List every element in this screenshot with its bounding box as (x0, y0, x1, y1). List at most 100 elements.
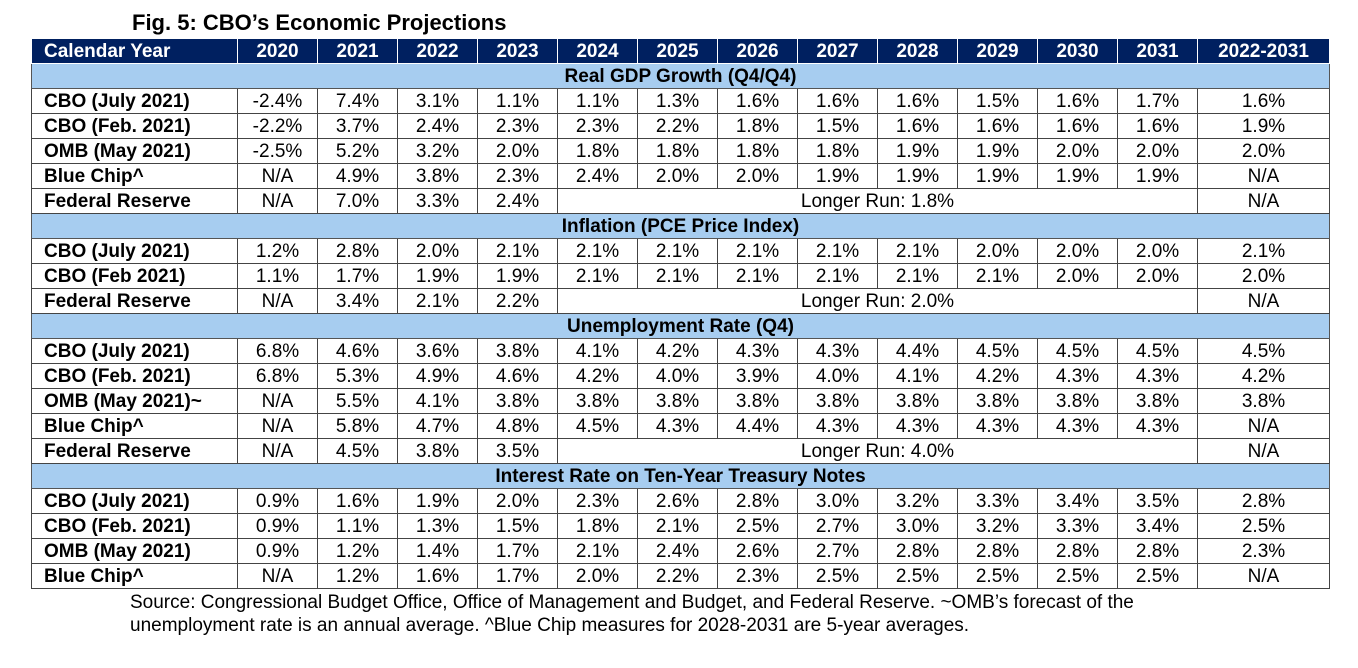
row-label: CBO (Feb. 2021) (31, 113, 238, 139)
value-cell: 2.7% (797, 513, 878, 539)
value-cell: 4.6% (477, 363, 558, 389)
value-cell: 1.8% (557, 138, 638, 164)
table-row: CBO (Feb. 2021) 6.8% 5.3% 4.9% 4.6% 4.2% 4.0% 3… (31, 363, 1330, 389)
section-header-row: Unemployment Rate (Q4) (31, 313, 1330, 339)
value-cell: 1.6% (397, 563, 478, 589)
value-cell: 3.8% (477, 388, 558, 414)
value-cell: 2.5% (797, 563, 878, 589)
table-body: Real GDP Growth (Q4/Q4) CBO (July 2021) -2… (31, 63, 1330, 589)
value-cell: 1.8% (637, 138, 718, 164)
table-row: CBO (Feb. 2021) -2.2% 3.7% 2.4% 2.3% 2.3% 2.2%… (31, 113, 1330, 139)
value-cell: 3.8% (1197, 388, 1330, 414)
value-cell: 3.9% (717, 363, 798, 389)
table-row: CBO (July 2021) 0.9% 1.6% 1.9% 2.0% 2.3% 2.6% 2… (31, 488, 1330, 514)
projections-table-container: Calendar Year 2020 2021 2022 2023 2024 2025 202… (31, 38, 1330, 589)
value-cell: 5.5% (317, 388, 398, 414)
value-cell: 1.9% (957, 163, 1038, 189)
value-cell: 1.8% (797, 138, 878, 164)
value-cell: 1.4% (397, 538, 478, 564)
value-cell: 3.8% (877, 388, 958, 414)
value-cell: 1.6% (1197, 88, 1330, 114)
value-cell: 1.9% (397, 488, 478, 514)
value-cell: 3.2% (957, 513, 1038, 539)
value-cell: 4.4% (877, 338, 958, 364)
value-cell: 2.5% (717, 513, 798, 539)
value-cell: 2.8% (317, 238, 398, 264)
value-cell: 1.5% (957, 88, 1038, 114)
value-cell: 1.6% (797, 88, 878, 114)
value-cell: 3.2% (877, 488, 958, 514)
value-cell: 2.6% (717, 538, 798, 564)
value-cell: 2.0% (1037, 238, 1118, 264)
value-cell: 2.0% (557, 563, 638, 589)
table-row: OMB (May 2021)~ N/A 5.5% 4.1% 3.8% 3.8% 3.8% 3.… (31, 388, 1330, 414)
value-cell: 2.2% (637, 563, 718, 589)
value-cell: 1.7% (477, 538, 558, 564)
value-cell: 4.3% (957, 413, 1038, 439)
section-title: Inflation (PCE Price Index) (31, 213, 1330, 239)
value-cell: 3.8% (637, 388, 718, 414)
row-label: Federal Reserve (31, 188, 238, 214)
value-cell: 2.0% (1197, 263, 1330, 289)
value-cell: 7.0% (317, 188, 398, 214)
value-cell: 3.8% (797, 388, 878, 414)
value-cell: 1.3% (397, 513, 478, 539)
value-cell: 2.1% (477, 238, 558, 264)
value-cell: 1.9% (1197, 113, 1330, 139)
value-cell: 2.1% (1197, 238, 1330, 264)
value-cell: 3.6% (397, 338, 478, 364)
value-cell: 1.2% (237, 238, 318, 264)
row-label: Blue Chip^ (31, 563, 238, 589)
header-calendar-year: Calendar Year (31, 38, 238, 64)
value-cell: N/A (237, 563, 318, 589)
value-cell: N/A (1197, 413, 1330, 439)
table-row: CBO (July 2021) 6.8% 4.6% 3.6% 3.8% 4.1% 4.2% 4… (31, 338, 1330, 364)
longer-run-cell: Longer Run: 1.8% (557, 188, 1198, 214)
value-cell: 2.8% (957, 538, 1038, 564)
value-cell: 2.1% (557, 263, 638, 289)
value-cell: 3.2% (397, 138, 478, 164)
value-cell: 3.0% (797, 488, 878, 514)
value-cell: 1.1% (477, 88, 558, 114)
value-cell: 2.2% (637, 113, 718, 139)
value-cell: 4.5% (317, 438, 398, 464)
longer-run-cell: Longer Run: 4.0% (557, 438, 1198, 464)
value-cell: 1.6% (877, 113, 958, 139)
value-cell: 6.8% (237, 363, 318, 389)
value-cell: 6.8% (237, 338, 318, 364)
value-cell: N/A (237, 388, 318, 414)
value-cell: 1.7% (477, 563, 558, 589)
value-cell: 4.4% (717, 413, 798, 439)
section-header-row: Interest Rate on Ten-Year Treasury Notes (31, 463, 1330, 489)
value-cell: 2.1% (717, 263, 798, 289)
value-cell: 2.0% (1117, 138, 1198, 164)
row-label: Federal Reserve (31, 288, 238, 314)
source-note: Source: Congressional Budget Office, Off… (130, 592, 1134, 636)
value-cell: 2.3% (477, 163, 558, 189)
value-cell: 1.7% (1117, 88, 1198, 114)
value-cell: 2.0% (1037, 263, 1118, 289)
value-cell: 3.7% (317, 113, 398, 139)
value-cell: 4.3% (637, 413, 718, 439)
value-cell: 2.3% (717, 563, 798, 589)
value-cell: 4.2% (557, 363, 638, 389)
header-year-cell: 2022-2031 (1197, 38, 1330, 64)
header-year-cell: 2022 (397, 38, 478, 64)
value-cell: 4.2% (957, 363, 1038, 389)
value-cell: 2.0% (1117, 238, 1198, 264)
value-cell: 2.1% (797, 238, 878, 264)
value-cell: 1.2% (317, 538, 398, 564)
value-cell: 1.6% (1037, 88, 1118, 114)
value-cell: 2.8% (1117, 538, 1198, 564)
value-cell: 4.1% (397, 388, 478, 414)
value-cell: 4.3% (877, 413, 958, 439)
value-cell: 4.3% (1117, 413, 1198, 439)
value-cell: 3.1% (397, 88, 478, 114)
row-label: CBO (July 2021) (31, 488, 238, 514)
value-cell: 2.1% (877, 238, 958, 264)
value-cell: 1.9% (477, 263, 558, 289)
value-cell: 2.1% (557, 238, 638, 264)
table-row: OMB (May 2021) 0.9% 1.2% 1.4% 1.7% 2.1% 2.4% 2.… (31, 538, 1330, 564)
table-row: Federal Reserve N/A 3.4% 2.1% 2.2% Longer Run… (31, 288, 1330, 314)
value-cell: 2.5% (877, 563, 958, 589)
